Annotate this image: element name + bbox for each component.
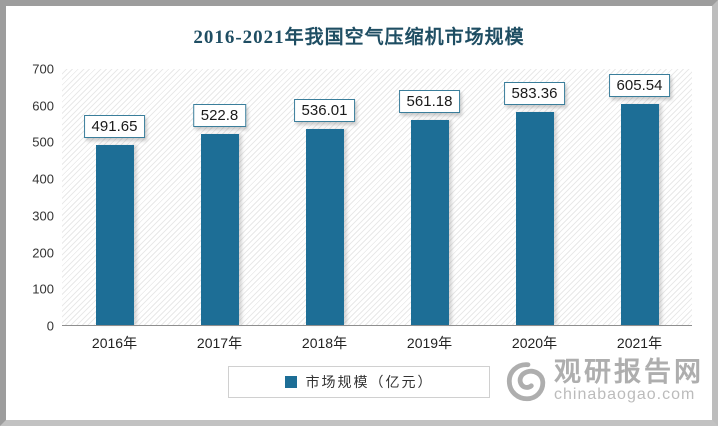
- y-tick-label: 500: [32, 134, 54, 150]
- y-tick-label: 0: [46, 318, 54, 334]
- y-tick-label: 700: [32, 61, 54, 77]
- legend: 市场规模（亿元）: [228, 366, 490, 398]
- watermark-swirl-icon: [506, 362, 546, 402]
- x-axis-label: 2020年: [511, 335, 558, 351]
- watermark-site-name: 观研报告网: [554, 357, 704, 388]
- bar-slot: 561.18: [377, 69, 482, 325]
- bar: [95, 145, 134, 325]
- watermark-text: 观研报告网 chinabaogao.com: [554, 358, 704, 403]
- y-tick-label: 100: [32, 281, 54, 297]
- y-tick-label: 600: [32, 98, 54, 114]
- y-tick-label: 300: [32, 208, 54, 224]
- bar-value-label: 536.01: [293, 98, 356, 122]
- bar-value-label: 491.65: [83, 115, 146, 139]
- y-tick-label: 200: [32, 245, 54, 261]
- legend-label: 市场规模（亿元）: [305, 374, 434, 390]
- x-axis-label: 2019年: [406, 335, 453, 351]
- bar: [410, 119, 449, 325]
- x-axis-label: 2018年: [301, 335, 348, 351]
- bar-slot: 536.01: [272, 69, 377, 325]
- bar-value-label: 522.8: [192, 103, 247, 127]
- watermark: 观研报告网 chinabaogao.com: [504, 358, 704, 404]
- bar: [515, 111, 554, 325]
- bar-slot: 583.36: [482, 69, 587, 325]
- x-axis-label: 2017年: [196, 335, 243, 351]
- bar-slot: 491.65: [62, 69, 167, 325]
- y-axis: 0 100 200 300 400 500 600 700: [18, 62, 62, 334]
- chart-title: 2016-2021年我国空气压缩机市场规模: [193, 27, 525, 48]
- bar-value-label: 561.18: [398, 89, 461, 113]
- bar: [305, 128, 344, 325]
- bar-value-label: 583.36: [503, 81, 566, 105]
- x-axis-label: 2016年: [91, 335, 138, 351]
- plot-area: 491.65 522.8 536.01 561.18 583.36 605.54: [62, 69, 692, 326]
- bar-slot: 522.8: [167, 69, 272, 325]
- legend-marker-square: [284, 376, 297, 388]
- bar-value-label: 605.54: [608, 73, 671, 97]
- chart-region: 0 100 200 300 400 500 600 700 491.65 522.8 536.01…: [18, 62, 692, 334]
- bar: [200, 133, 239, 325]
- bar-slot: 605.54: [587, 69, 692, 325]
- y-tick-label: 400: [32, 171, 54, 187]
- x-axis: 2016年 2017年 2018年 2019年 2020年 2021年: [62, 333, 692, 353]
- bar: [620, 103, 659, 325]
- x-axis-label: 2021年: [616, 335, 663, 351]
- watermark-site-domain: chinabaogao.com: [554, 385, 696, 403]
